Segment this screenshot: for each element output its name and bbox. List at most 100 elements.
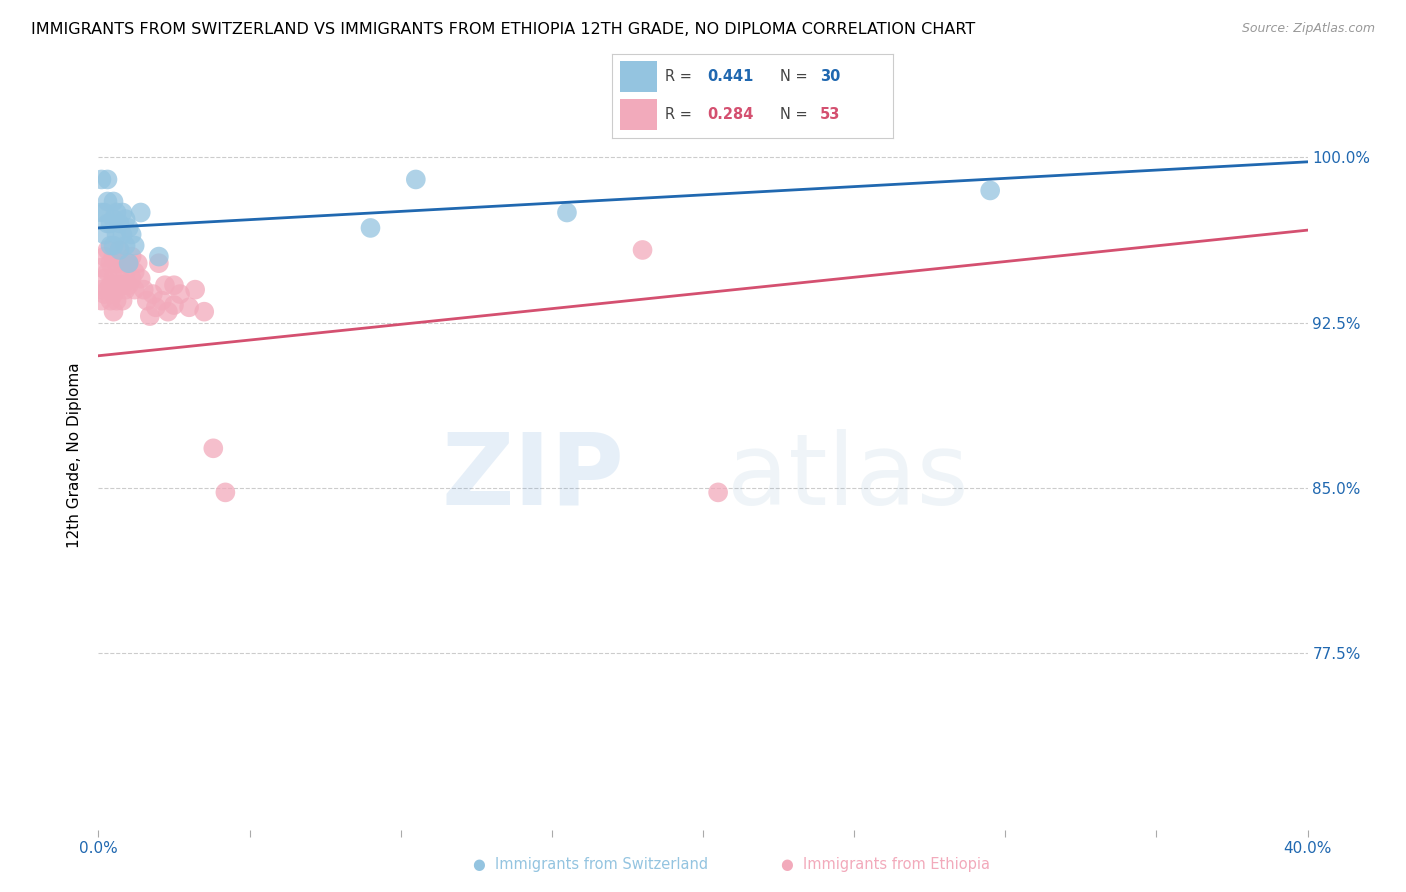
Point <box>108 243 131 257</box>
Point <box>555 205 578 219</box>
Point <box>142 287 165 301</box>
Point <box>111 205 134 219</box>
Point <box>121 250 143 264</box>
Point <box>121 271 143 285</box>
Point <box>96 172 118 186</box>
Point <box>124 238 146 252</box>
Text: ●  Immigrants from Ethiopia: ● Immigrants from Ethiopia <box>782 857 990 872</box>
Bar <box>620 99 657 130</box>
Point <box>153 278 176 293</box>
Point <box>111 293 134 308</box>
Text: 0.284: 0.284 <box>707 107 754 122</box>
Point <box>184 283 207 297</box>
Point <box>96 243 118 257</box>
Bar <box>620 62 657 92</box>
Point <box>129 205 152 219</box>
Point <box>631 243 654 257</box>
Text: 30: 30 <box>820 69 839 84</box>
Point <box>114 212 136 227</box>
Point <box>100 238 122 252</box>
Text: ZIP: ZIP <box>441 429 624 526</box>
Point <box>90 283 112 297</box>
Point <box>118 256 141 270</box>
Point <box>103 238 125 252</box>
Point <box>163 298 186 312</box>
Point <box>405 172 427 186</box>
Y-axis label: 12th Grade, No Diploma: 12th Grade, No Diploma <box>67 362 83 548</box>
Point <box>111 256 134 270</box>
Point <box>214 485 236 500</box>
Text: 53: 53 <box>820 107 839 122</box>
Point <box>118 256 141 270</box>
Text: N =: N = <box>780 107 813 122</box>
Point <box>96 265 118 279</box>
Point <box>114 265 136 279</box>
Point <box>118 278 141 293</box>
Point <box>108 243 131 257</box>
Point <box>360 221 382 235</box>
Point <box>90 293 112 308</box>
Point <box>105 256 128 270</box>
Point <box>96 217 118 231</box>
Point <box>100 217 122 231</box>
Text: N =: N = <box>780 69 813 84</box>
Point <box>111 227 134 242</box>
Point <box>124 283 146 297</box>
Point <box>139 309 162 323</box>
Point <box>96 194 118 209</box>
Text: 0.441: 0.441 <box>707 69 754 84</box>
Point <box>103 194 125 209</box>
Point <box>100 278 122 293</box>
Point <box>90 260 112 275</box>
Point <box>193 304 215 318</box>
Point <box>114 238 136 252</box>
Text: ●  Immigrants from Switzerland: ● Immigrants from Switzerland <box>472 857 709 872</box>
Point <box>93 227 115 242</box>
Point <box>148 250 170 264</box>
Point <box>108 271 131 285</box>
Point <box>103 212 125 227</box>
Point <box>105 227 128 242</box>
Point <box>127 256 149 270</box>
Point <box>105 293 128 308</box>
Point <box>135 293 157 308</box>
Point <box>707 485 730 500</box>
Point <box>179 300 201 314</box>
Point <box>93 250 115 264</box>
Point <box>100 256 122 270</box>
Text: IMMIGRANTS FROM SWITZERLAND VS IMMIGRANTS FROM ETHIOPIA 12TH GRADE, NO DIPLOMA C: IMMIGRANTS FROM SWITZERLAND VS IMMIGRANT… <box>31 22 976 37</box>
Point <box>129 271 152 285</box>
Point <box>132 283 155 297</box>
Point <box>103 304 125 318</box>
Point <box>202 442 225 456</box>
Point <box>148 256 170 270</box>
Point <box>118 221 141 235</box>
Point <box>100 293 122 308</box>
Point <box>156 304 179 318</box>
Point <box>169 287 191 301</box>
Point <box>163 278 186 293</box>
Point <box>105 278 128 293</box>
Point <box>114 283 136 297</box>
Point <box>111 278 134 293</box>
Point <box>979 184 1001 198</box>
Point <box>103 250 125 264</box>
Point <box>121 227 143 242</box>
Point <box>90 205 112 219</box>
Point <box>150 293 173 308</box>
Point <box>90 172 112 186</box>
Text: Source: ZipAtlas.com: Source: ZipAtlas.com <box>1241 22 1375 36</box>
Point <box>103 287 125 301</box>
Point <box>93 287 115 301</box>
Text: R =: R = <box>665 107 696 122</box>
Point <box>93 271 115 285</box>
Point <box>108 217 131 231</box>
Point <box>93 205 115 219</box>
Point <box>96 283 118 297</box>
Text: atlas: atlas <box>727 429 969 526</box>
Point <box>103 271 125 285</box>
Point <box>105 205 128 219</box>
Text: R =: R = <box>665 69 696 84</box>
Point <box>124 265 146 279</box>
Point <box>145 300 167 314</box>
